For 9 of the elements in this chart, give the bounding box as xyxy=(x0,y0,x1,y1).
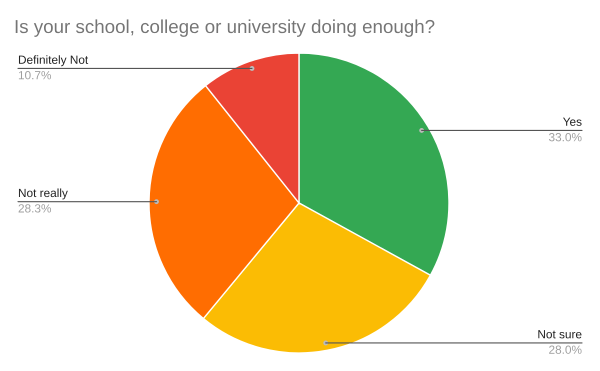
chart-title: Is your school, college or university doing enough? xyxy=(16,19,434,37)
slice-label: Yes xyxy=(562,118,582,126)
slice-label: Not sure xyxy=(538,330,582,338)
data-label: 28.3% xyxy=(18,204,52,213)
data-label: 28.0% xyxy=(549,346,582,354)
slice-label: Definitely Not xyxy=(18,55,88,66)
data-label: 33.0% xyxy=(548,133,582,142)
slice-label: Not really xyxy=(18,188,68,200)
data-label: 10.7% xyxy=(18,71,52,80)
